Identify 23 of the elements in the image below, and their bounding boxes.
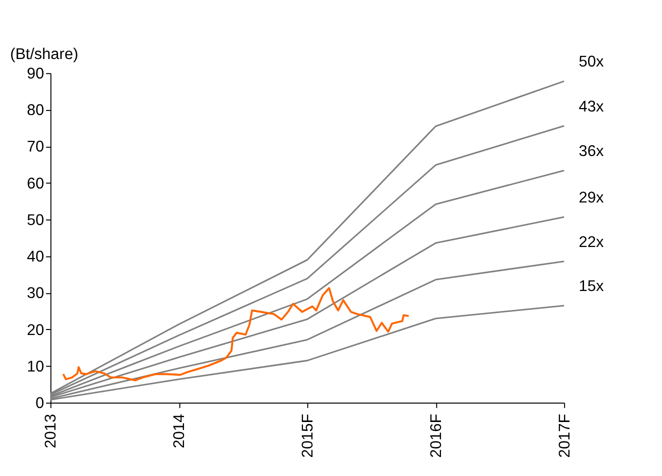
series-label: 22x [578, 234, 604, 251]
y-tick-label: 30 [26, 285, 44, 302]
y-tick-label: 50 [26, 212, 44, 229]
line-series [62, 287, 410, 382]
y-tick-label: 70 [26, 138, 44, 156]
y-tick-label: 40 [26, 248, 44, 266]
series-label: 43x [578, 98, 604, 116]
x-tick-label: 2014 [171, 413, 188, 448]
y-tick-label: 10 [26, 358, 44, 376]
y-tick-label: 90 [26, 65, 44, 82]
y-tick-label: 80 [26, 102, 44, 120]
x-tick-label: 2015F [300, 414, 317, 458]
y-tick-label: 60 [26, 175, 44, 192]
series-label: 36x [578, 142, 604, 160]
x-tick-label: 2013 [42, 414, 60, 448]
y-tick-label: 0 [35, 395, 44, 412]
series-label: 50x [578, 54, 604, 71]
series-label: 15x [578, 278, 604, 296]
y-axis-title: (Bt/share) [10, 46, 78, 64]
x-tick-label: 2016F [428, 414, 446, 458]
y-tick-label: 20 [26, 322, 44, 339]
series-label: 29x [578, 190, 604, 206]
x-tick-label: 2017F [556, 414, 574, 458]
